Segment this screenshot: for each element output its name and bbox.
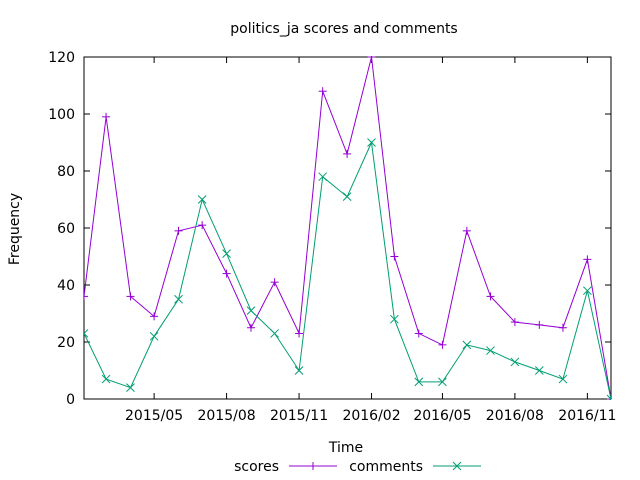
data-point — [270, 278, 279, 287]
data-point — [126, 292, 135, 301]
data-point — [318, 87, 327, 96]
data-point — [607, 395, 611, 400]
series-comments — [84, 138, 611, 400]
data-point — [149, 331, 159, 341]
y-axis-ticks: 0 20 40 60 80 100 120 — [48, 50, 611, 408]
legend-label-comments: comments — [349, 459, 423, 475]
data-point — [295, 329, 304, 338]
data-point — [246, 306, 256, 316]
data-point — [462, 226, 471, 235]
data-point — [438, 377, 447, 387]
data-point — [558, 374, 568, 384]
x-tick-label: 2016/02 — [342, 408, 400, 424]
legend: scores comments — [234, 459, 481, 475]
x-axis-label: Time — [328, 440, 363, 456]
data-point — [198, 221, 207, 230]
x-tick-label: 2015/08 — [197, 408, 255, 424]
data-point — [174, 226, 183, 235]
data-point — [222, 269, 231, 278]
data-point — [102, 112, 111, 121]
data-point — [318, 172, 328, 182]
data-point — [558, 323, 567, 332]
y-tick-label: 40 — [57, 278, 75, 294]
data-point — [342, 192, 352, 202]
data-point — [534, 366, 544, 375]
x-tick-label: 2015/11 — [270, 408, 328, 424]
data-point — [247, 323, 256, 332]
y-tick-label: 0 — [66, 392, 75, 408]
y-axis-label: Frequency — [7, 193, 23, 265]
x-tick-label: 2016/08 — [486, 408, 544, 424]
data-point — [606, 394, 611, 400]
data-point — [126, 383, 135, 392]
x-tick-label: 2016/11 — [558, 408, 616, 424]
chart-title: politics_ja scores and comments — [230, 21, 457, 37]
data-point — [510, 357, 520, 367]
data-point — [535, 320, 544, 329]
data-point — [462, 340, 472, 350]
data-point — [294, 366, 304, 375]
y-tick-label: 20 — [57, 335, 75, 351]
y-tick-label: 60 — [57, 221, 75, 237]
data-point — [84, 292, 88, 301]
data-point — [174, 294, 183, 304]
data-point — [222, 249, 231, 259]
data-point — [486, 346, 495, 355]
y-tick-label: 80 — [57, 164, 75, 180]
data-point — [438, 340, 447, 349]
data-point — [510, 318, 519, 327]
data-point — [583, 255, 592, 264]
series-scores — [84, 56, 611, 400]
data-point — [583, 286, 592, 296]
series-group — [84, 56, 611, 400]
data-point — [150, 312, 159, 321]
data-point — [309, 462, 317, 470]
data-point — [367, 138, 376, 147]
series-line — [84, 56, 611, 400]
data-point — [101, 374, 111, 384]
x-tick-label: 2015/05 — [125, 408, 183, 424]
data-point — [486, 292, 495, 301]
x-tick-label: 2016/05 — [413, 408, 471, 424]
x-axis-ticks: 2015/05 2015/08 2015/11 2016/02 2016/05 2016/… — [125, 57, 616, 424]
data-point — [270, 329, 279, 338]
y-tick-label: 120 — [48, 50, 75, 66]
series-line — [84, 140, 611, 400]
y-tick-label: 100 — [48, 107, 75, 123]
data-point — [367, 56, 376, 61]
data-point — [343, 149, 352, 158]
data-point — [452, 461, 462, 471]
data-point — [390, 314, 399, 324]
data-point — [390, 252, 399, 261]
data-point — [84, 329, 89, 338]
data-point — [414, 329, 423, 338]
data-point — [414, 377, 424, 387]
data-point — [197, 195, 207, 204]
plot-frame — [83, 56, 612, 400]
legend-label-scores: scores — [234, 459, 279, 475]
